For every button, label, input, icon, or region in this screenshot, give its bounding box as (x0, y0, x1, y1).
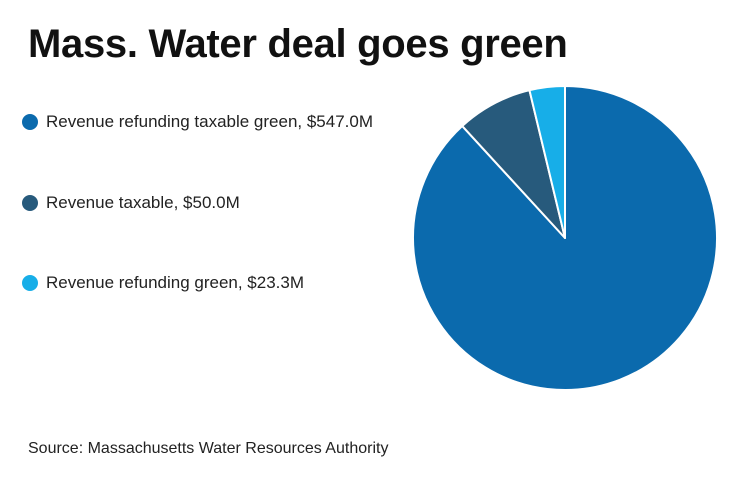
legend-swatch-dot-icon (22, 275, 38, 291)
legend-item-revenue-taxable: Revenue taxable, $50.0M (22, 193, 240, 213)
legend-swatch-dot-icon (22, 114, 38, 130)
legend-swatch-dot-icon (22, 195, 38, 211)
legend-label: Revenue refunding green, $23.3M (46, 273, 305, 292)
legend-item-revenue-refunding-green: Revenue refunding green, $23.3M (22, 273, 304, 293)
legend-item-revenue-refunding-taxable-green: Revenue refunding taxable green, $547.0M (22, 112, 373, 132)
chart-title: Mass. Water deal goes green (28, 22, 568, 66)
pie-slice-revenue-refunding-green (528, 85, 566, 239)
source-note: Source: Massachusetts Water Resources Au… (28, 440, 389, 457)
legend-label: Revenue refunding taxable green, $547.0M (46, 112, 374, 131)
legend-label: Revenue taxable, $50.0M (46, 193, 240, 212)
